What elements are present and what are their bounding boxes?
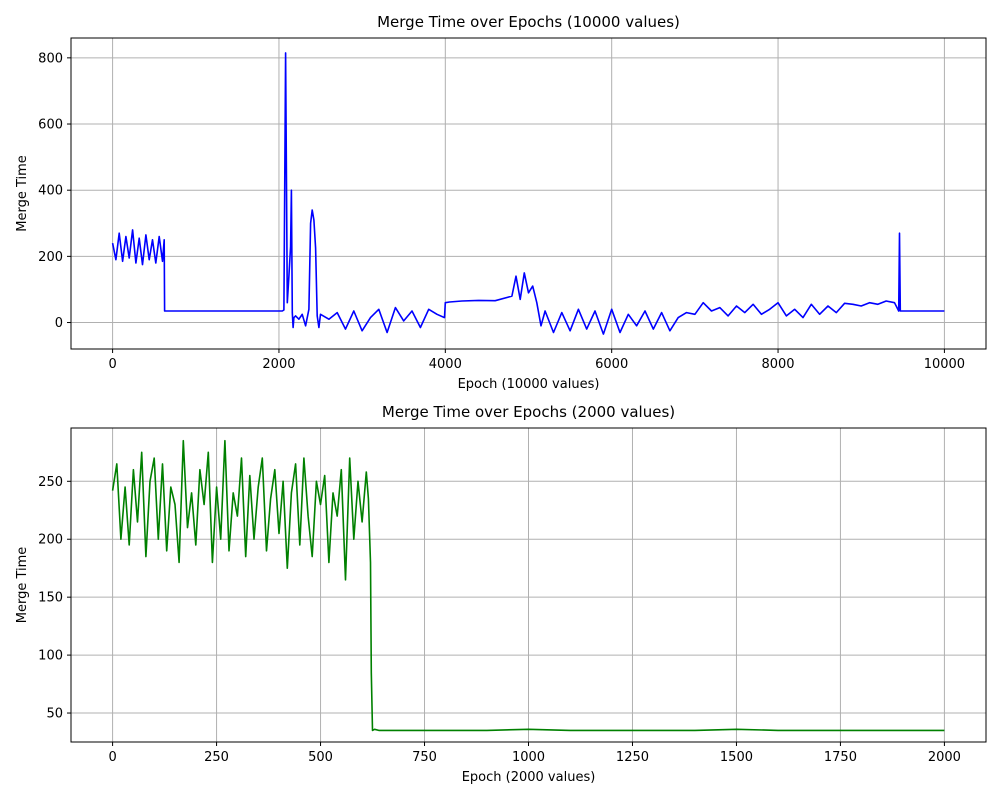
- x-tick-label: 1000: [512, 750, 545, 765]
- y-tick-label: 100: [38, 649, 63, 664]
- x-axis-label: Epoch (2000 values): [462, 770, 596, 785]
- x-tick-label: 6000: [595, 357, 628, 372]
- y-axis-label: Merge Time: [15, 547, 30, 624]
- x-tick-label: 500: [308, 750, 333, 765]
- chart-top: 0 2000 4000 6000 8000 10000 0 200 400 600 800 Merge…: [15, 13, 987, 392]
- y-tick-label: 0: [55, 316, 63, 331]
- x-tick-label: 2000: [928, 750, 961, 765]
- axes-frame: [70, 37, 987, 350]
- y-tick-label: 200: [38, 533, 63, 548]
- x-tick-label: 10000: [924, 357, 965, 372]
- y-tick-label: 600: [38, 118, 63, 133]
- chart-bottom: 0 250 500 750 1000 1250 1500 1750 2000 50 100 150 20…: [15, 403, 987, 785]
- y-axis-label: Merge Time: [15, 155, 30, 232]
- series-line: [111, 52, 945, 335]
- x-tick-label: 8000: [761, 357, 794, 372]
- x-tick-label: 1250: [616, 750, 649, 765]
- x-tick-label: 0: [108, 750, 116, 765]
- x-axis-label: Epoch (10000 values): [458, 377, 600, 392]
- x-tick-label: 0: [108, 357, 116, 372]
- y-tick-label: 50: [46, 707, 63, 722]
- x-tick-label: 250: [204, 750, 229, 765]
- x-tick-label: 1750: [824, 750, 857, 765]
- x-tick-label: 1500: [720, 750, 753, 765]
- x-tick-label: 2000: [262, 357, 295, 372]
- y-tick-label: 800: [38, 51, 63, 66]
- y-tick-label: 200: [38, 250, 63, 265]
- x-tick-label: 750: [412, 750, 437, 765]
- chart-title: Merge Time over Epochs (10000 values): [377, 13, 680, 31]
- y-tick-label: 400: [38, 184, 63, 199]
- series-line: [111, 439, 945, 732]
- chart-title: Merge Time over Epochs (2000 values): [382, 403, 675, 421]
- x-tick-label: 4000: [429, 357, 462, 372]
- y-tick-label: 150: [38, 591, 63, 606]
- y-tick-label: 250: [38, 475, 63, 490]
